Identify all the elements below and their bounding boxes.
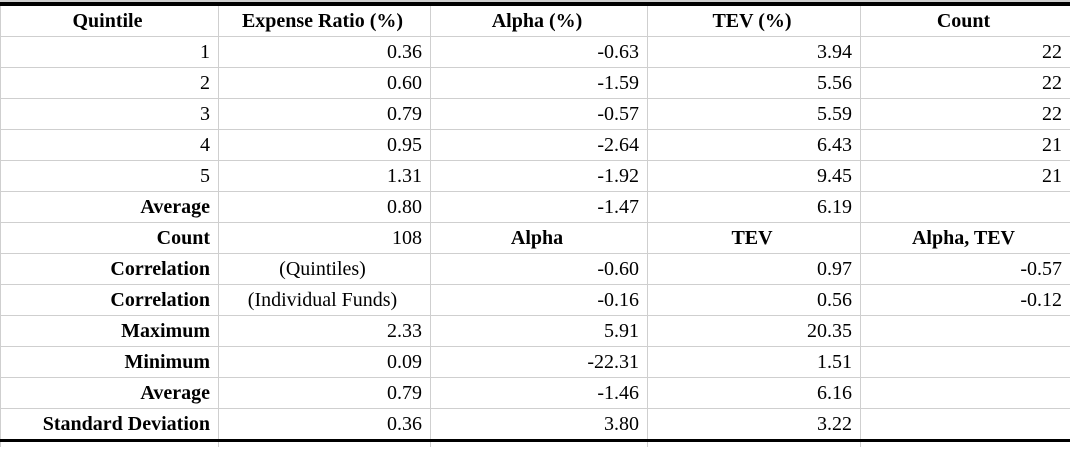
table-cell[interactable]: -0.60 bbox=[430, 253, 648, 285]
table-cell[interactable]: Correlation bbox=[0, 253, 219, 285]
table-cell[interactable]: 0.36 bbox=[218, 36, 431, 68]
table-cell[interactable]: 5.91 bbox=[430, 315, 648, 347]
table-cell[interactable]: 6.19 bbox=[647, 191, 861, 223]
partial-cell bbox=[0, 440, 219, 447]
table-cell[interactable]: -0.16 bbox=[430, 284, 648, 316]
table-cell[interactable]: 0.09 bbox=[218, 346, 431, 378]
table-cell[interactable]: -1.92 bbox=[430, 160, 648, 192]
table-cell[interactable]: -0.63 bbox=[430, 36, 648, 68]
table-row: Minimum 0.09 -22.31 1.51 bbox=[0, 346, 1070, 378]
header-cell[interactable]: Expense Ratio (%) bbox=[218, 3, 431, 37]
table-cell[interactable]: Average bbox=[0, 191, 219, 223]
table-cell[interactable]: Correlation bbox=[0, 284, 219, 316]
table-cell[interactable]: 21 bbox=[860, 160, 1070, 192]
table-row: Correlation (Individual Funds) -0.16 0.56 -0… bbox=[0, 284, 1070, 316]
partial-next-row bbox=[0, 440, 1070, 447]
header-cell[interactable]: Alpha (%) bbox=[430, 3, 648, 37]
table-row: 4 0.95 -2.64 6.43 21 bbox=[0, 129, 1070, 161]
table-cell[interactable]: 0.60 bbox=[218, 67, 431, 99]
table-cell[interactable]: -0.57 bbox=[860, 253, 1070, 285]
top-gridline bbox=[0, 0, 1070, 2]
table-cell[interactable] bbox=[860, 377, 1070, 409]
table-row: 5 1.31 -1.92 9.45 21 bbox=[0, 160, 1070, 192]
table-cell[interactable]: 5.56 bbox=[647, 67, 861, 99]
table-cell[interactable]: 0.79 bbox=[218, 377, 431, 409]
table-cell[interactable]: Maximum bbox=[0, 315, 219, 347]
table-cell[interactable]: 2.33 bbox=[218, 315, 431, 347]
table-cell[interactable]: -1.47 bbox=[430, 191, 648, 223]
table-cell[interactable]: TEV bbox=[647, 222, 861, 254]
table-row: 3 0.79 -0.57 5.59 22 bbox=[0, 98, 1070, 130]
table-cell[interactable]: -0.12 bbox=[860, 284, 1070, 316]
table-cell[interactable]: 3.94 bbox=[647, 36, 861, 68]
table-cell[interactable]: 2 bbox=[0, 67, 219, 99]
table-cell[interactable]: 1 bbox=[0, 36, 219, 68]
header-row: Quintile Expense Ratio (%) Alpha (%) TEV (%… bbox=[0, 3, 1070, 37]
table-cell[interactable]: 0.97 bbox=[647, 253, 861, 285]
table-cell[interactable]: Average bbox=[0, 377, 219, 409]
table-body: 1 0.36 -0.63 3.94 22 2 0.60 -1.59 5.56 22 3 0.79 -0.… bbox=[0, 36, 1070, 447]
table-cell[interactable]: 22 bbox=[860, 98, 1070, 130]
table-row: Maximum 2.33 5.91 20.35 bbox=[0, 315, 1070, 347]
table-row: Correlation (Quintiles) -0.60 0.97 -0.57 bbox=[0, 253, 1070, 285]
table-cell[interactable]: 0.36 bbox=[218, 408, 431, 442]
table-cell[interactable]: Minimum bbox=[0, 346, 219, 378]
table-cell[interactable]: -2.64 bbox=[430, 129, 648, 161]
table-cell[interactable]: 108 bbox=[218, 222, 431, 254]
table-cell[interactable]: Standard Deviation bbox=[0, 408, 219, 442]
table-cell[interactable]: Count bbox=[0, 222, 219, 254]
table-cell[interactable]: 1.31 bbox=[218, 160, 431, 192]
table-cell[interactable]: 5.59 bbox=[647, 98, 861, 130]
table-cell[interactable]: 22 bbox=[860, 67, 1070, 99]
table-cell[interactable]: Alpha, TEV bbox=[860, 222, 1070, 254]
table-row: Average 0.79 -1.46 6.16 bbox=[0, 377, 1070, 409]
table-cell[interactable]: -0.57 bbox=[430, 98, 648, 130]
header-cell[interactable]: TEV (%) bbox=[647, 3, 861, 37]
header-cell[interactable]: Quintile bbox=[0, 3, 219, 37]
table-cell[interactable]: 3.22 bbox=[647, 408, 861, 442]
table-cell[interactable]: 3 bbox=[0, 98, 219, 130]
table-cell[interactable]: 4 bbox=[0, 129, 219, 161]
table-cell[interactable]: Alpha bbox=[430, 222, 648, 254]
table-cell[interactable]: -1.46 bbox=[430, 377, 648, 409]
table-cell[interactable]: 21 bbox=[860, 129, 1070, 161]
header-cell[interactable]: Count bbox=[860, 3, 1070, 37]
table-cell[interactable]: 20.35 bbox=[647, 315, 861, 347]
table-cell[interactable] bbox=[860, 315, 1070, 347]
table-cell[interactable]: 5 bbox=[0, 160, 219, 192]
table-cell[interactable]: (Quintiles) bbox=[218, 253, 431, 285]
table-cell[interactable]: 3.80 bbox=[430, 408, 648, 442]
table-cell[interactable]: 0.95 bbox=[218, 129, 431, 161]
table-cell[interactable] bbox=[860, 408, 1070, 442]
partial-cell bbox=[647, 440, 861, 447]
table-cell[interactable]: 22 bbox=[860, 36, 1070, 68]
partial-cell bbox=[430, 440, 648, 447]
table-cell[interactable]: -22.31 bbox=[430, 346, 648, 378]
table-row: 2 0.60 -1.59 5.56 22 bbox=[0, 67, 1070, 99]
partial-cell bbox=[218, 440, 431, 447]
table-cell[interactable] bbox=[860, 191, 1070, 223]
table-cell[interactable]: 9.45 bbox=[647, 160, 861, 192]
table-cell[interactable]: -1.59 bbox=[430, 67, 648, 99]
partial-cell bbox=[860, 440, 1070, 447]
table-cell[interactable]: 0.80 bbox=[218, 191, 431, 223]
table-row: Standard Deviation 0.36 3.80 3.22 bbox=[0, 408, 1070, 442]
table-row: Count 108 Alpha TEV Alpha, TEV bbox=[0, 222, 1070, 254]
table-cell[interactable]: (Individual Funds) bbox=[218, 284, 431, 316]
table-row: Average 0.80 -1.47 6.19 bbox=[0, 191, 1070, 223]
table-cell[interactable]: 0.79 bbox=[218, 98, 431, 130]
table-cell[interactable]: 6.43 bbox=[647, 129, 861, 161]
table-cell[interactable]: 1.51 bbox=[647, 346, 861, 378]
table-row: 1 0.36 -0.63 3.94 22 bbox=[0, 36, 1070, 68]
table-cell[interactable]: 6.16 bbox=[647, 377, 861, 409]
table-cell[interactable] bbox=[860, 346, 1070, 378]
table-cell[interactable]: 0.56 bbox=[647, 284, 861, 316]
